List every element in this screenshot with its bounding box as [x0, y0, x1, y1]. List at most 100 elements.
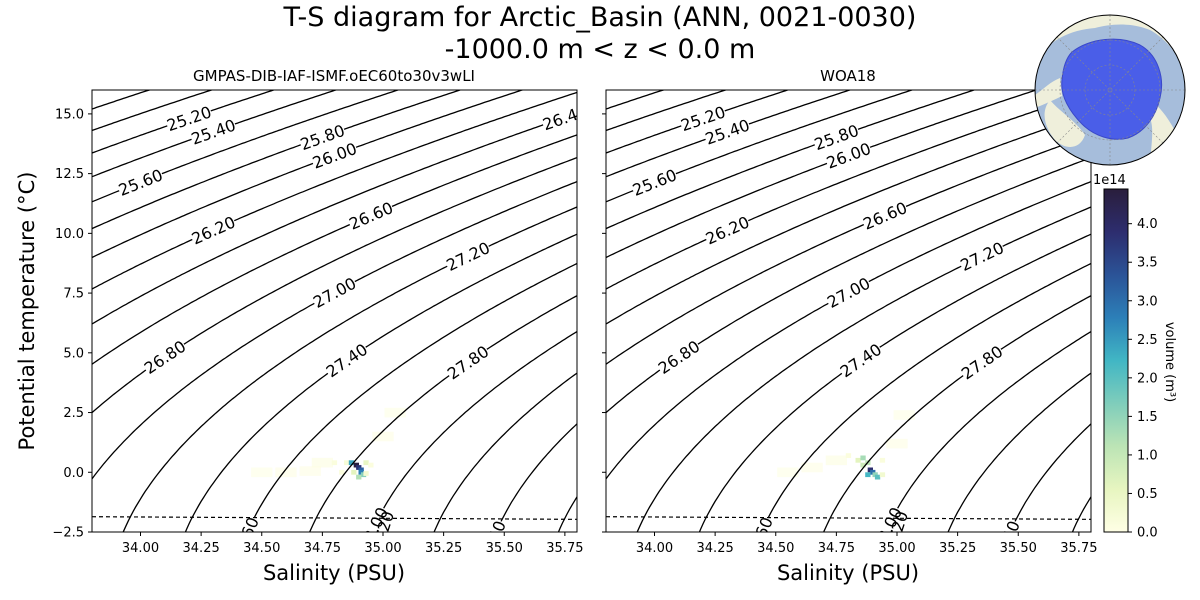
y-tick-label: 2.5	[63, 406, 84, 421]
density-contour-line	[947, 372, 1091, 532]
heatmap-cell	[777, 467, 799, 478]
contour-label-background	[860, 198, 910, 233]
y-tick-label: 12.5	[55, 167, 84, 182]
x-tick-label: 35.25	[425, 541, 462, 556]
y-axis-label: Potential temperature (°C)	[15, 172, 39, 451]
colorbar-ticks: 0.0 0.5 1.0 1.5 2.0 2.5 3.0 3.5 4.0	[1128, 217, 1158, 541]
heatmap-cell	[351, 469, 357, 475]
density-contour-line	[92, 90, 276, 154]
x-tick-label: 34.50	[757, 541, 794, 556]
density-contour-line	[92, 90, 338, 178]
contour-label: 27.00	[310, 274, 359, 312]
x-tick-label: 34.75	[304, 541, 341, 556]
x-tick-label: 35.00	[364, 541, 401, 556]
x-tick-label: 35.25	[939, 541, 976, 556]
contour-label: 27.60	[742, 514, 777, 564]
panel-model: GMPAS-DIB-IAF-ISMF.oEC60to30v3wLI 25.202…	[52, 67, 583, 585]
density-contour-line	[92, 112, 577, 325]
colorbar-tick-label: 0.5	[1137, 487, 1158, 502]
heatmap-cell	[331, 460, 338, 466]
heatmap-cell	[339, 469, 345, 475]
heatmap-cell	[384, 407, 406, 418]
contour-label-background	[227, 514, 262, 532]
x-tick-label: 34.25	[183, 541, 220, 556]
density-contour-line	[698, 233, 1091, 532]
density-contour-line	[823, 295, 1091, 532]
heatmap-cell	[299, 466, 321, 476]
density-contour-line	[606, 90, 914, 203]
panel-model-freezing-line: 20	[92, 509, 577, 532]
figure-title-line-1: T-S diagram for Arctic_Basin (ANN, 0021-…	[283, 2, 917, 33]
colorbar-tick-label: 0.0	[1137, 526, 1158, 541]
density-contour-line	[184, 233, 577, 532]
contour-label: 26.80	[141, 337, 190, 378]
density-contour-line	[433, 372, 577, 532]
contour-label: 26.80	[655, 337, 704, 378]
heatmap-cell	[348, 460, 355, 466]
density-contour-line	[92, 90, 214, 132]
colorbar-tick-label: 3.0	[1137, 294, 1158, 309]
heatmap-cell	[879, 472, 886, 478]
contour-label-background	[823, 138, 874, 172]
x-tick-label: 34.00	[636, 541, 673, 556]
panel-woa18-density-contours: 25.2025.4025.6025.8026.0026.2026.4026.60…	[606, 90, 1091, 564]
contour-label-background	[702, 115, 752, 148]
colorbar-tick-label: 2.0	[1137, 371, 1158, 386]
contour-label: 27.20	[443, 238, 493, 275]
contour-label-background	[540, 101, 577, 134]
x-tick-label: 35.75	[1060, 541, 1097, 556]
contour-label: 27.40	[323, 340, 372, 382]
density-contour-line	[606, 90, 852, 178]
heatmap-cell	[372, 431, 394, 442]
heatmap-cell	[825, 455, 847, 466]
colorbar-tick-label: 1.5	[1137, 410, 1158, 425]
heatmap-cell	[865, 472, 871, 478]
heatmap-cell	[363, 471, 369, 476]
colorbar-tick-label: 4.0	[1137, 217, 1158, 232]
freezing-line	[606, 516, 1091, 520]
contour-label-background	[346, 198, 396, 233]
density-contour-line	[246, 262, 577, 532]
region-inset-map	[1034, 14, 1186, 166]
inset-graticule	[1035, 15, 1185, 165]
density-contour-line	[495, 423, 577, 532]
contour-label-background	[836, 339, 885, 381]
panel-woa18-y-axis	[602, 113, 606, 533]
heatmap-cell	[879, 457, 886, 463]
contour-label-background	[309, 138, 360, 172]
x-tick-label: 34.00	[122, 541, 159, 556]
colorbar-tick-label: 1.0	[1137, 448, 1158, 463]
x-tick-label: 34.25	[697, 541, 734, 556]
contour-label: 27.60	[228, 514, 263, 564]
density-contour-line	[636, 206, 1091, 532]
colorbar: 1e14 0.0 0.5 1.0 1.5 2.0 2.5 3.0 3.5 4.0 volume …	[1093, 173, 1177, 541]
density-contour-line	[92, 90, 152, 110]
contour-label: 27.40	[837, 340, 886, 382]
contour-label: 27.20	[957, 238, 1007, 275]
density-contour-line	[309, 295, 577, 532]
freezing-line	[92, 516, 577, 520]
density-contour-line	[1009, 423, 1091, 532]
inset-globe-outline	[1034, 14, 1186, 166]
contour-label-background	[741, 514, 776, 532]
density-contour-line	[92, 134, 577, 365]
x-tick-label: 35.50	[486, 541, 523, 556]
contour-label-background	[702, 212, 752, 248]
y-tick-label: 10.0	[55, 227, 84, 242]
x-tick-label: 34.75	[818, 541, 855, 556]
heatmap-cell	[344, 460, 350, 466]
colorbar-exponent: 1e14	[1093, 173, 1126, 188]
heatmap-cell	[845, 453, 852, 458]
colorbar-gradient	[1103, 188, 1129, 533]
heatmap-cell	[801, 462, 823, 473]
panel-woa18-frame	[605, 89, 1092, 533]
inset-land-greenland	[1044, 100, 1085, 147]
figure-title-line-2: -1000.0 m < z < 0.0 m	[444, 34, 756, 65]
panel-woa18: WOA18 25.2025.4025.6025.8026.0026.2026.4…	[602, 67, 1097, 585]
inset-land-eurasia	[1035, 15, 1185, 75]
density-contour-line	[606, 90, 790, 154]
contour-label-background	[140, 336, 189, 378]
x-tick-label: 35.00	[878, 541, 915, 556]
